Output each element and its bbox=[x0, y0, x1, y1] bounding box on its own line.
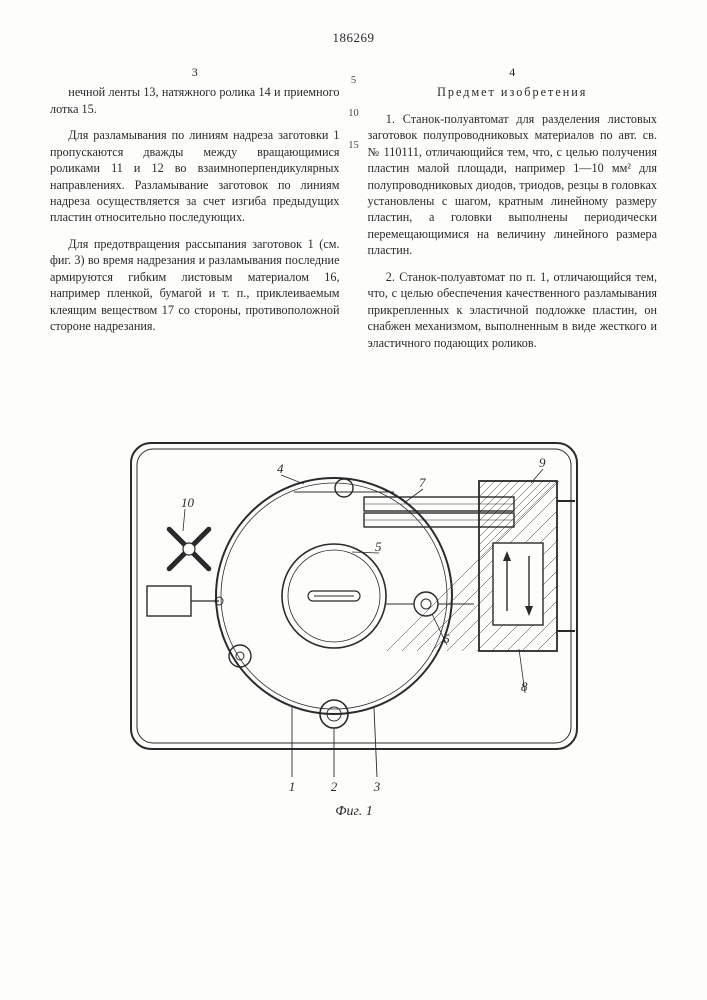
figure-1: 1 2 3 4 5 6 7 8 9 10 Фиг. 1 bbox=[50, 431, 657, 821]
line-num: 15 bbox=[348, 141, 359, 152]
line-num: 10 bbox=[348, 109, 359, 120]
paragraph: нечной ленты 13, натяжного ролика 14 и п… bbox=[50, 84, 340, 117]
svg-text:3: 3 bbox=[372, 779, 380, 794]
svg-text:2: 2 bbox=[330, 779, 337, 794]
svg-text:6: 6 bbox=[443, 631, 450, 646]
line-num: 5 bbox=[348, 76, 359, 87]
line-number-gutter: 5 10 15 bbox=[348, 76, 359, 174]
left-column: 3 нечной ленты 13, натяжного ролика 14 и… bbox=[50, 64, 340, 361]
svg-text:9: 9 bbox=[539, 455, 546, 470]
paragraph: Для предотвращения рассыпания заготовок … bbox=[50, 236, 340, 335]
document-number: 186269 bbox=[50, 30, 657, 46]
figure-svg: 1 2 3 4 5 6 7 8 9 10 Фиг. 1 bbox=[119, 431, 589, 821]
svg-text:7: 7 bbox=[419, 475, 426, 490]
page-number-left: 3 bbox=[50, 64, 340, 80]
right-column: 4 Предмет изобретения 1. Станок-полуавто… bbox=[368, 64, 658, 361]
claims-heading: Предмет изобретения bbox=[368, 84, 658, 100]
svg-text:1: 1 bbox=[288, 779, 295, 794]
claim-2: 2. Станок-полуавтомат по п. 1, отличающи… bbox=[368, 269, 658, 351]
svg-text:5: 5 bbox=[375, 539, 382, 554]
page-number-right: 4 bbox=[368, 64, 658, 80]
svg-text:8: 8 bbox=[521, 679, 528, 694]
svg-text:Фиг. 1: Фиг. 1 bbox=[335, 804, 373, 819]
claim-1: 1. Станок-полуавтомат для разделения лис… bbox=[368, 111, 658, 259]
patent-page: 186269 5 10 15 3 нечной ленты 13, натяжн… bbox=[0, 0, 707, 1000]
svg-text:10: 10 bbox=[181, 495, 195, 510]
paragraph: Для разламывания по линиям надреза загот… bbox=[50, 127, 340, 226]
svg-text:4: 4 bbox=[277, 461, 284, 476]
